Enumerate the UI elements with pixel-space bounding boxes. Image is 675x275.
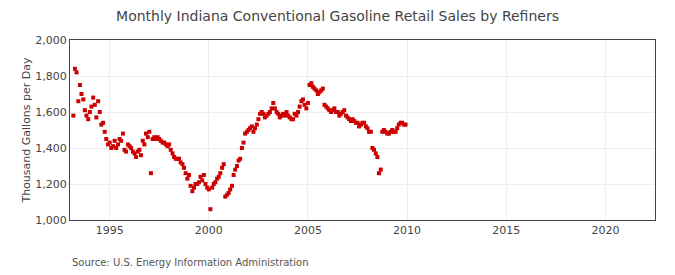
svg-text:2010: 2010 (393, 224, 421, 237)
svg-text:1,800: 1,800 (35, 70, 67, 83)
svg-text:1,600: 1,600 (35, 106, 67, 119)
svg-text:1,000: 1,000 (35, 214, 67, 227)
svg-text:1995: 1995 (96, 224, 124, 237)
svg-text:Monthly Indiana Conventional G: Monthly Indiana Conventional Gasoline Re… (116, 8, 559, 24)
svg-text:Thousand Gallons per Day: Thousand Gallons per Day (20, 57, 33, 204)
svg-text:1,200: 1,200 (35, 178, 67, 191)
svg-text:Source: U.S. Energy Informatio: Source: U.S. Energy Information Administ… (72, 257, 309, 268)
svg-text:2,000: 2,000 (35, 34, 67, 47)
svg-text:2015: 2015 (492, 224, 520, 237)
svg-text:1,400: 1,400 (35, 142, 67, 155)
svg-text:2000: 2000 (195, 224, 223, 237)
svg-text:2005: 2005 (294, 224, 322, 237)
svg-text:2020: 2020 (591, 224, 619, 237)
